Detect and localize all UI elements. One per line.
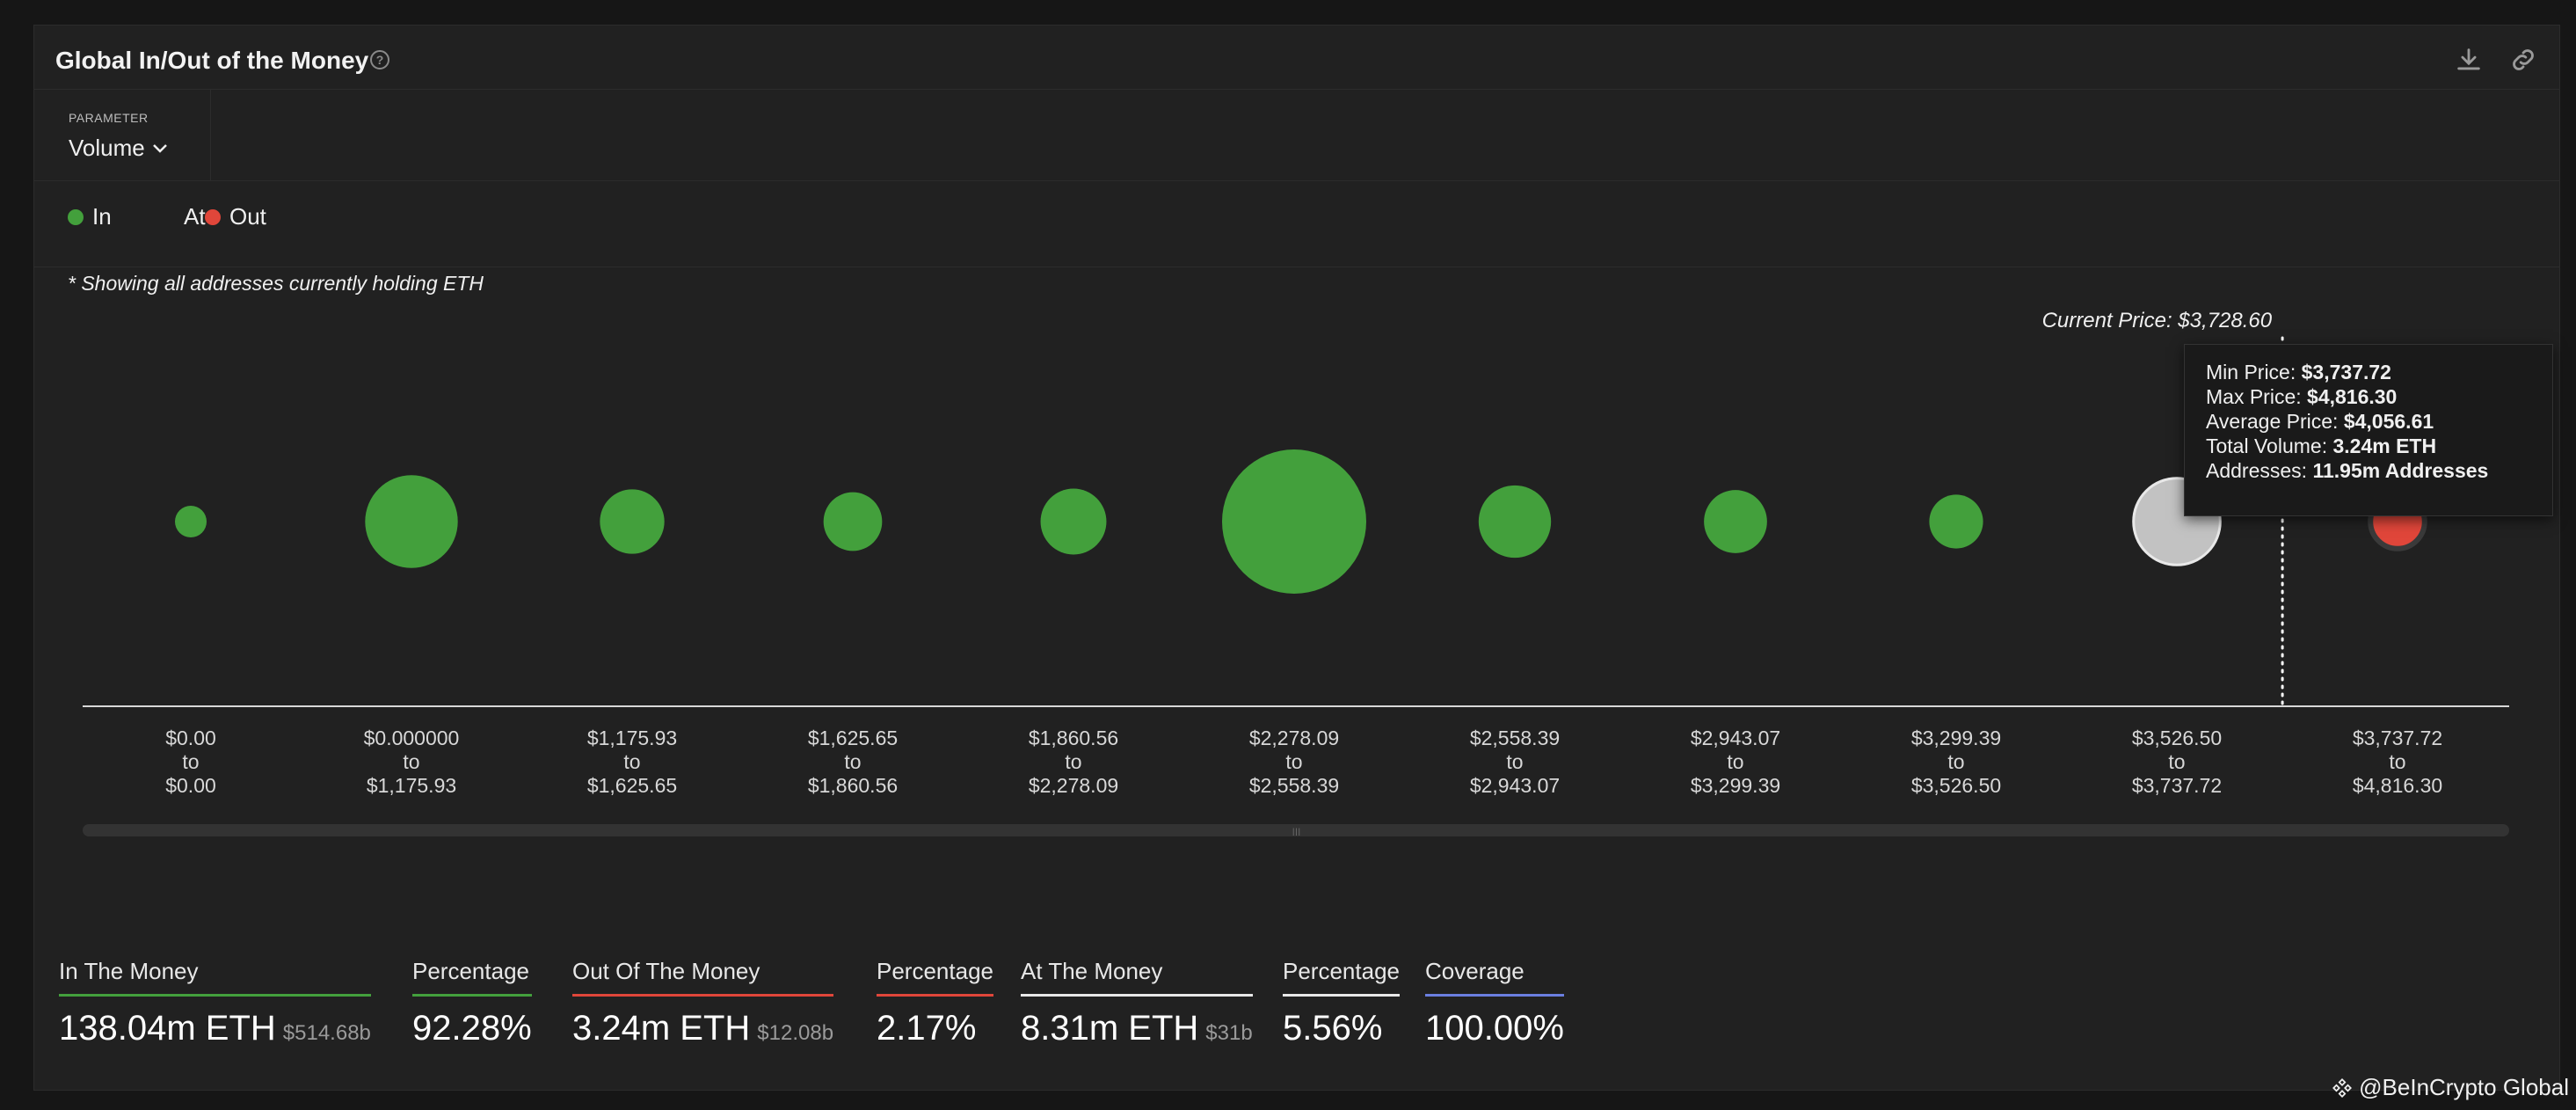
tick-label-connector: to <box>1285 750 1302 773</box>
tick-label: $3,737.72 <box>2353 727 2442 749</box>
legend: In At Out <box>34 180 2559 267</box>
tick-label: $3,526.50 <box>1911 774 2001 797</box>
tooltip-min-price: Min Price: $3,737.72 <box>2206 361 2391 383</box>
tick-label-connector: to <box>844 750 861 773</box>
legend-label-in: In <box>92 203 112 230</box>
legend-label-at: At <box>184 203 206 230</box>
stat-value: 5.56% <box>1283 1009 1383 1048</box>
stat-label: In The Money <box>59 958 371 997</box>
question-circle-icon[interactable]: ? <box>370 50 389 69</box>
tick-label: $2,558.39 <box>1249 774 1339 797</box>
stat-label: Coverage <box>1425 958 1564 997</box>
tick-label: $3,737.72 <box>2132 774 2222 797</box>
stat-at-percentage: Percentage 5.56% <box>1283 958 1400 1048</box>
chart-scrollbar[interactable]: ||| <box>83 824 2509 836</box>
tick-label: $2,278.09 <box>1249 727 1339 749</box>
parameter-value: Volume <box>69 135 145 161</box>
tick-label: $0.000000 <box>364 727 460 749</box>
bubble-in[interactable] <box>1704 490 1767 553</box>
tick-label: $1,860.56 <box>808 774 898 797</box>
bubble-in[interactable] <box>1929 494 1983 549</box>
tick-label-connector: to <box>1506 750 1523 773</box>
stat-label: At The Money <box>1021 958 1253 997</box>
tick-label: $1,860.56 <box>1029 727 1118 749</box>
legend-item-in[interactable]: In <box>68 203 112 230</box>
tick-label: $2,943.07 <box>1691 727 1780 749</box>
link-icon[interactable] <box>2508 45 2538 75</box>
bin-tooltip: Min Price: $3,737.72 Max Price: $4,816.3… <box>2184 344 2553 516</box>
tick-label-connector: to <box>403 750 419 773</box>
download-icon[interactable] <box>2454 45 2484 75</box>
tick-label-connector: to <box>1727 750 1743 773</box>
tick-label-connector: to <box>182 750 199 773</box>
legend-label-out: Out <box>229 203 266 230</box>
bubble-in[interactable] <box>1478 485 1552 559</box>
panel-header: Global In/Out of the Money ? <box>34 26 2559 90</box>
stat-label: Out Of The Money <box>572 958 834 997</box>
parameter-select[interactable]: Volume <box>69 135 168 162</box>
tick-label-connector: to <box>623 750 640 773</box>
stat-label: Percentage <box>1283 958 1400 997</box>
tooltip-addresses: Addresses: 11.95m Addresses <box>2206 459 2489 482</box>
stat-at-the-money: At The Money 8.31m ETH $31b <box>1021 958 1253 1048</box>
stat-out-percentage: Percentage 2.17% <box>877 958 993 1048</box>
stat-value: 2.17% <box>877 1009 977 1048</box>
watermark: @BeInCrypto Global <box>2331 1074 2569 1101</box>
bubble-chart: $0.00to$0.00$0.000000to$1,175.93$1,175.9… <box>83 309 2509 797</box>
legend-dot-in <box>68 208 84 225</box>
bubble-in[interactable] <box>1040 488 1107 555</box>
tick-label: $1,175.93 <box>367 774 456 797</box>
scrollbar-grip-icon[interactable]: ||| <box>1292 827 1302 836</box>
tick-label-connector: to <box>2168 750 2185 773</box>
parameter-row: PARAMETER Volume <box>34 89 2559 181</box>
tooltip-total-volume: Total Volume: 3.24m ETH <box>2206 435 2437 457</box>
tick-label: $1,625.65 <box>808 727 898 749</box>
legend-item-out[interactable]: Out <box>205 203 266 230</box>
tick-label-connector: to <box>1065 750 1081 773</box>
tooltip-avg-price: Average Price: $4,056.61 <box>2206 410 2434 433</box>
tick-label-connector: to <box>1947 750 1964 773</box>
parameter-label: PARAMETER <box>69 111 149 125</box>
bubble-in[interactable] <box>1222 449 1366 594</box>
tick-label: $2,558.39 <box>1470 727 1560 749</box>
stat-out-of-the-money: Out Of The Money 3.24m ETH $12.08b <box>572 958 834 1048</box>
tooltip-max-price: Max Price: $4,816.30 <box>2206 385 2398 408</box>
bubble-in[interactable] <box>175 506 207 537</box>
tick-label: $2,278.09 <box>1029 774 1118 797</box>
holding-note: * Showing all addresses currently holdin… <box>68 272 484 295</box>
bubble-in[interactable] <box>365 475 458 568</box>
summary-stats: In The Money 138.04m ETH $514.68b Percent… <box>34 958 2559 1081</box>
tick-label: $4,816.30 <box>2353 774 2442 797</box>
tick-label: $0.00 <box>165 774 216 797</box>
legend-dot-out <box>205 208 221 225</box>
tick-label-connector: to <box>2389 750 2405 773</box>
bubble-in[interactable] <box>823 492 883 551</box>
parameter-box: PARAMETER Volume <box>34 89 211 180</box>
tick-label: $2,943.07 <box>1470 774 1560 797</box>
stat-in-the-money: In The Money 138.04m ETH $514.68b <box>59 958 371 1048</box>
stat-value: 92.28% <box>412 1009 532 1048</box>
stat-value: 138.04m ETH $514.68b <box>59 1009 371 1048</box>
stat-coverage: Coverage 100.00% <box>1425 958 1564 1048</box>
current-price-label: Current Price: $3,728.60 <box>2042 309 2273 332</box>
stat-label: Percentage <box>877 958 993 997</box>
stat-value: 100.00% <box>1425 1009 1564 1048</box>
chevron-down-icon <box>152 143 167 153</box>
chart-title: Global In/Out of the Money <box>55 47 369 74</box>
tick-label: $3,299.39 <box>1911 727 2001 749</box>
bubble-in[interactable] <box>600 489 665 554</box>
tick-label: $3,526.50 <box>2132 727 2222 749</box>
watermark-text: @BeInCrypto Global <box>2359 1074 2569 1100</box>
legend-item-at[interactable]: At <box>159 203 206 230</box>
tick-label: $3,299.39 <box>1691 774 1780 797</box>
stat-value: 8.31m ETH $31b <box>1021 1009 1253 1048</box>
stat-label: Percentage <box>412 958 532 997</box>
tick-label: $1,625.65 <box>587 774 677 797</box>
stat-value: 3.24m ETH $12.08b <box>572 1009 834 1048</box>
stat-in-percentage: Percentage 92.28% <box>412 958 532 1048</box>
binance-logo-icon <box>2332 1077 2353 1098</box>
chart-panel: Global In/Out of the Money ? PARAMETER V… <box>33 25 2560 1091</box>
tick-label: $0.00 <box>165 727 216 749</box>
tick-label: $1,175.93 <box>587 727 677 749</box>
